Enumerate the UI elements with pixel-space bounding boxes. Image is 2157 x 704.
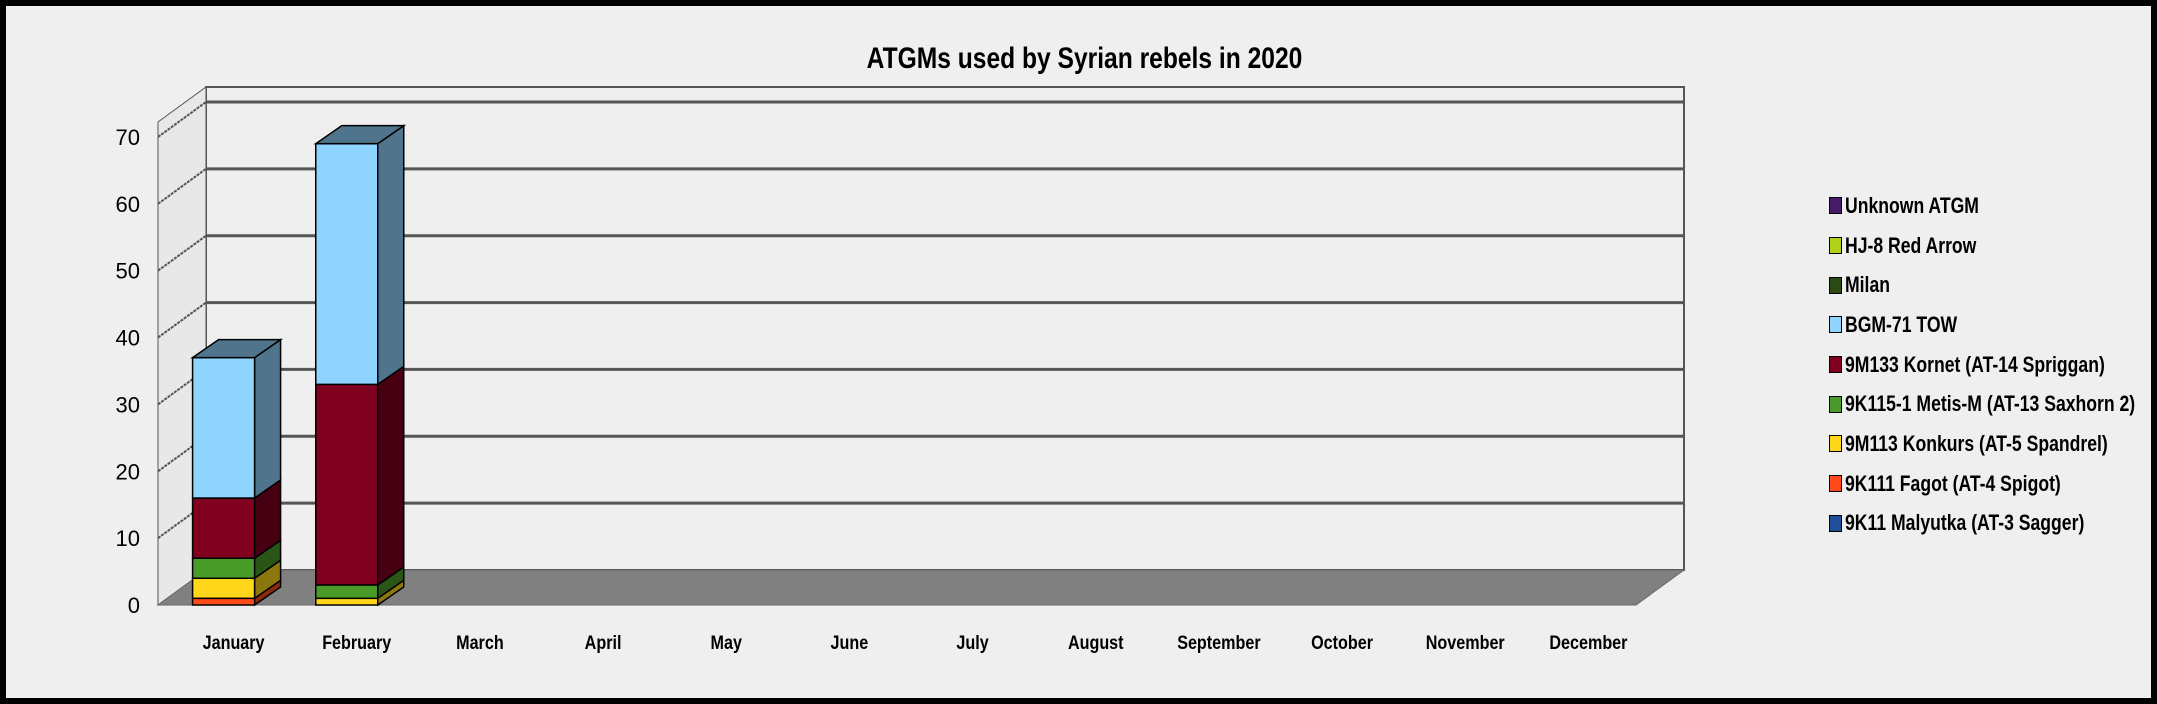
x-tick-label: July bbox=[956, 632, 988, 654]
y-tick-label: 0 bbox=[128, 593, 140, 618]
legend-label: 9K111 Fagot (AT-4 Spigot) bbox=[1845, 470, 2061, 496]
floor bbox=[156, 569, 1686, 606]
x-tick-label: April bbox=[585, 632, 622, 654]
bar-segment bbox=[315, 383, 379, 586]
x-tick-label: October bbox=[1311, 632, 1373, 654]
legend-label: 9M133 Kornet (AT-14 Spriggan) bbox=[1845, 351, 2105, 377]
x-tick-label: December bbox=[1549, 632, 1627, 654]
x-tick-label: November bbox=[1426, 632, 1505, 654]
gridline-side bbox=[157, 234, 207, 272]
legend-label: BGM-71 TOW bbox=[1845, 311, 1958, 337]
bar-segment-side bbox=[377, 124, 405, 386]
legend-swatch bbox=[1829, 197, 1842, 215]
y-tick-label: 30 bbox=[116, 392, 140, 417]
legend-item: BGM-71 TOW bbox=[1829, 305, 2149, 345]
legend-item: 9M133 Kornet (AT-14 Spriggan) bbox=[1829, 345, 2149, 385]
legend-item: 9M113 Konkurs (AT-5 Spandrel) bbox=[1829, 424, 2149, 464]
bar-top bbox=[190, 338, 283, 359]
x-tick-label: September bbox=[1177, 632, 1261, 654]
legend-label: HJ-8 Red Arrow bbox=[1845, 232, 1977, 258]
y-tick-label: 50 bbox=[116, 259, 140, 284]
chart-legend: Unknown ATGM HJ-8 Red Arrow Milan BGM-71 TO… bbox=[1829, 186, 2149, 543]
y-tick-label: 20 bbox=[116, 459, 140, 484]
bar-segment bbox=[315, 597, 379, 606]
bar-segment bbox=[191, 497, 256, 559]
legend-item: 9K11 Malyutka (AT-3 Sagger) bbox=[1829, 504, 2149, 544]
legend-item: Unknown ATGM bbox=[1829, 186, 2149, 226]
legend-swatch bbox=[1829, 514, 1842, 532]
legend-swatch bbox=[1829, 356, 1842, 374]
y-tick-label: 70 bbox=[116, 125, 140, 150]
y-tick-label: 10 bbox=[116, 526, 140, 551]
bar-segment bbox=[191, 577, 256, 600]
legend-item: 9K111 Fagot (AT-4 Spigot) bbox=[1829, 464, 2149, 504]
chart-title: ATGMs used by Syrian rebels in 2020 bbox=[866, 42, 1303, 75]
legend-item: Milan bbox=[1829, 265, 2149, 305]
bar-segment-side bbox=[377, 364, 405, 587]
legend-swatch bbox=[1829, 276, 1842, 294]
gridline-side bbox=[157, 301, 207, 339]
gridline-side bbox=[157, 101, 207, 138]
y-tick-label: 40 bbox=[116, 326, 140, 351]
x-tick-label: May bbox=[711, 632, 743, 654]
legend-item: 9K115-1 Metis-M (AT-13 Saxhorn 2) bbox=[1829, 384, 2149, 424]
x-tick-label: August bbox=[1068, 632, 1124, 654]
bar-segment bbox=[191, 557, 256, 580]
x-tick-label: March bbox=[456, 632, 504, 654]
legend-swatch bbox=[1829, 316, 1842, 334]
x-tick-label: February bbox=[322, 632, 391, 654]
legend-label: Milan bbox=[1845, 272, 1890, 298]
bar-segment bbox=[315, 142, 379, 386]
x-tick-label: June bbox=[831, 632, 869, 654]
legend-swatch bbox=[1829, 475, 1842, 493]
gridline-side bbox=[157, 168, 207, 205]
legend-label: 9K115-1 Metis-M (AT-13 Saxhorn 2) bbox=[1845, 391, 2136, 417]
x-tick-label: January bbox=[203, 632, 265, 654]
bar-segment bbox=[315, 584, 379, 600]
bar-segment bbox=[191, 597, 256, 606]
legend-item: HJ-8 Red Arrow bbox=[1829, 226, 2149, 266]
legend-swatch bbox=[1829, 395, 1842, 413]
legend-label: 9M113 Konkurs (AT-5 Spandrel) bbox=[1845, 430, 2108, 456]
legend-swatch bbox=[1829, 435, 1842, 453]
bar-segment-side bbox=[253, 338, 282, 500]
bar-top bbox=[313, 124, 407, 145]
back-wall bbox=[205, 86, 1685, 571]
chart-plot: 0 10 20 30 40 50 60 70 January February March April… bbox=[116, 86, 1686, 654]
legend-label: Unknown ATGM bbox=[1845, 192, 1979, 218]
bar-segment bbox=[191, 356, 256, 499]
legend-swatch bbox=[1829, 237, 1842, 255]
legend-label: 9K11 Malyutka (AT-3 Sagger) bbox=[1845, 510, 2085, 536]
y-tick-label: 60 bbox=[116, 192, 140, 217]
